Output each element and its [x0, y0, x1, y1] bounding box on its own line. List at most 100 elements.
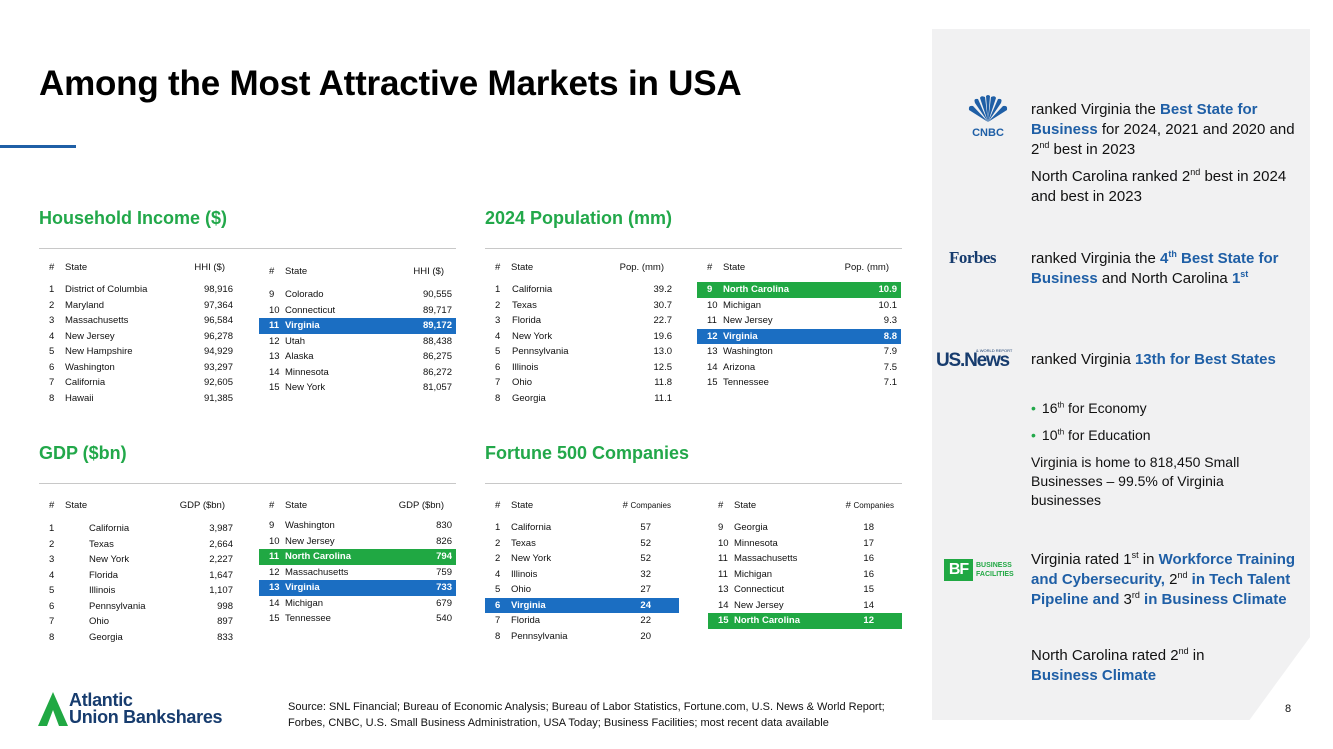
value-cell: 1,647: [209, 569, 233, 581]
value-cell: 91,385: [203, 392, 233, 404]
value-cell: 897: [217, 616, 233, 627]
table-header: # State Pop. (mm): [485, 262, 676, 278]
state-cell: Washington: [285, 520, 335, 531]
state-cell: New York: [512, 330, 553, 342]
header-companies-label: Companies: [853, 501, 894, 510]
header-rank: #: [49, 500, 55, 511]
atlantic-union-logo-mark: [38, 692, 68, 731]
rank-cell: 7: [49, 377, 55, 388]
value-cell: 2,227: [209, 554, 233, 565]
table-row: 8 Hawaii 91,385: [39, 391, 237, 407]
rank-cell: 12: [707, 330, 718, 342]
rank-cell: 6: [49, 361, 55, 373]
value-cell: 833: [217, 631, 233, 643]
value-cell: 13.0: [653, 346, 673, 357]
state-cell: New Jersey: [65, 330, 115, 342]
state-cell: Washington: [723, 346, 773, 357]
rank-cell: 10: [707, 299, 718, 311]
forbes-ranking-text: ranked Virginia the 4th Best State for B…: [1031, 249, 1296, 289]
state-cell: New Jersey: [285, 535, 335, 547]
table-header: # State # Companies: [485, 500, 679, 516]
cnbc-ranking-text: ranked Virginia the Best State for Busin…: [1031, 100, 1296, 160]
value-cell: 22.7: [653, 315, 673, 326]
table-row: 1 District of Columbia 98,916: [39, 282, 237, 298]
state-cell: Ohio: [89, 616, 110, 627]
rank-cell: 11: [718, 553, 728, 564]
value-cell: 22: [640, 615, 651, 626]
state-cell: North Carolina: [285, 551, 351, 562]
cnbc-text-2: for 2024, 2021 and 2020 and 2: [1031, 121, 1295, 158]
rank-cell: 8: [49, 631, 55, 643]
value-cell: 93,297: [203, 361, 233, 373]
value-cell: 9.3: [883, 315, 897, 326]
state-cell: Colorado: [285, 289, 324, 300]
cnbc-text-3: best in 2023: [1049, 141, 1136, 158]
table-row: 12 Utah 88,438: [259, 334, 456, 350]
value-cell: 89,172: [422, 320, 452, 331]
table-row: 6 Illinois 12.5: [485, 360, 676, 376]
usnews-highlight-1: 13th for Best States: [1134, 351, 1276, 368]
value-cell: 86,275: [422, 351, 452, 362]
bf-logo-mark: BF: [944, 559, 973, 581]
value-cell: 39.2: [653, 284, 673, 295]
table-body: 9 Georgia 18 10 Minnesota 17 11 Massachusetts 16…: [708, 520, 902, 629]
value-cell: 19.6: [653, 330, 673, 342]
state-cell: Michigan: [285, 597, 324, 609]
table-body: 1 District of Columbia 98,916 2 Maryland 97,3…: [39, 282, 237, 406]
value-cell: 16: [863, 553, 874, 564]
value-cell: 7.9: [883, 346, 897, 357]
table-row: 1 California 57: [485, 520, 679, 536]
table-row: 14 Arizona 7.5: [697, 360, 901, 376]
table-header: # State GDP ($bn): [39, 500, 237, 516]
state-cell: California: [89, 523, 130, 534]
rank-cell: 9: [718, 522, 724, 533]
rank-cell: 14: [718, 599, 729, 611]
bf-nc-text-2: in: [1188, 647, 1205, 664]
hhi-table-left: # State HHI ($) 1 District of Columbia 98,916…: [39, 262, 237, 404]
title-underline: [0, 145, 76, 148]
value-cell: 57: [640, 522, 651, 533]
bf-text-1: Virginia rated 1: [1031, 551, 1132, 568]
table-body: 9 North Carolina 10.9 10 Michigan 10.1 11 New J…: [697, 282, 901, 391]
header-companies: # Companies: [623, 500, 671, 511]
page-number: 8: [1285, 703, 1292, 715]
table-row: 13 Virginia 733: [259, 580, 456, 596]
table-row: 5 Illinois 1,107: [39, 583, 237, 599]
value-cell: 998: [217, 600, 233, 612]
value-cell: 12.5: [653, 361, 673, 373]
table-header: # State HHI ($): [259, 266, 456, 282]
cnbc-highlight-1: Best State for Business: [1031, 101, 1258, 138]
bf-sup-2: nd: [1177, 570, 1188, 580]
rank-cell: 10: [718, 537, 729, 549]
table-body: 1 California 57 2 Texas 52 2 New York 52 4 Illinoi…: [485, 520, 679, 644]
value-cell: 94,929: [203, 346, 233, 357]
rank-cell: 11: [269, 320, 280, 331]
value-cell: 826: [436, 535, 452, 547]
state-cell: Connecticut: [734, 584, 785, 595]
value-cell: 830: [436, 520, 452, 531]
rank-cell: 15: [269, 382, 280, 393]
table-row: 12 Virginia 8.8: [697, 328, 901, 344]
value-cell: 2,664: [209, 538, 233, 550]
state-cell: District of Columbia: [65, 284, 148, 295]
rank-cell: 4: [495, 568, 501, 580]
table-row: 9 Colorado 90,555: [259, 287, 456, 303]
bf-highlight-3: in Business Climate: [1139, 591, 1287, 608]
table-row: 2 Maryland 97,364: [39, 298, 237, 314]
state-cell: New York: [511, 553, 552, 564]
table-header: # State HHI ($): [39, 262, 237, 278]
state-cell: Virginia: [285, 320, 320, 331]
rank-cell: 6: [495, 361, 501, 373]
state-cell: Tennessee: [723, 377, 769, 388]
rank-cell: 6: [49, 600, 55, 612]
rank-cell: 2: [495, 299, 501, 311]
value-cell: 98,916: [203, 284, 233, 295]
table-row: 14 Michigan 679: [259, 596, 456, 612]
usnews-bullet-1-text: for Economy: [1064, 400, 1147, 416]
rank-cell: 5: [495, 346, 501, 357]
state-cell: Virginia: [723, 330, 758, 342]
cnbc-nc-text: North Carolina ranked 2nd best in 2024 a…: [1031, 167, 1296, 207]
table-row: 5 New Hampshire 94,929: [39, 344, 237, 360]
table-row: 5 Ohio 27: [485, 582, 679, 598]
value-cell: 97,364: [203, 299, 233, 311]
